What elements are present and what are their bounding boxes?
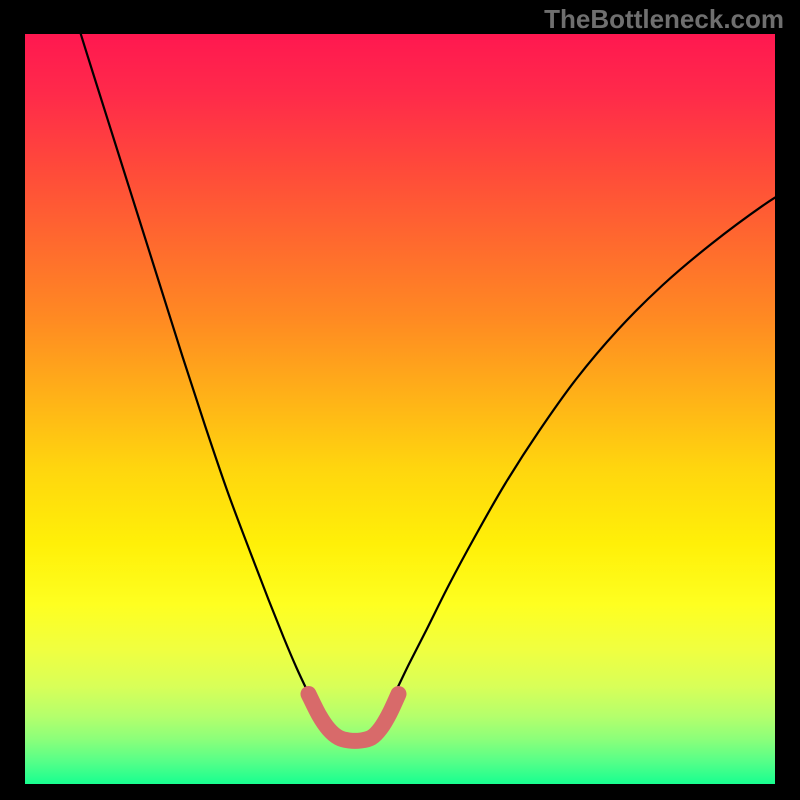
chart-canvas: TheBottleneck.com: [0, 0, 800, 800]
plot-svg: [25, 34, 775, 784]
plot-area: [25, 34, 775, 784]
watermark-text: TheBottleneck.com: [544, 4, 784, 35]
gradient-background: [25, 34, 775, 784]
